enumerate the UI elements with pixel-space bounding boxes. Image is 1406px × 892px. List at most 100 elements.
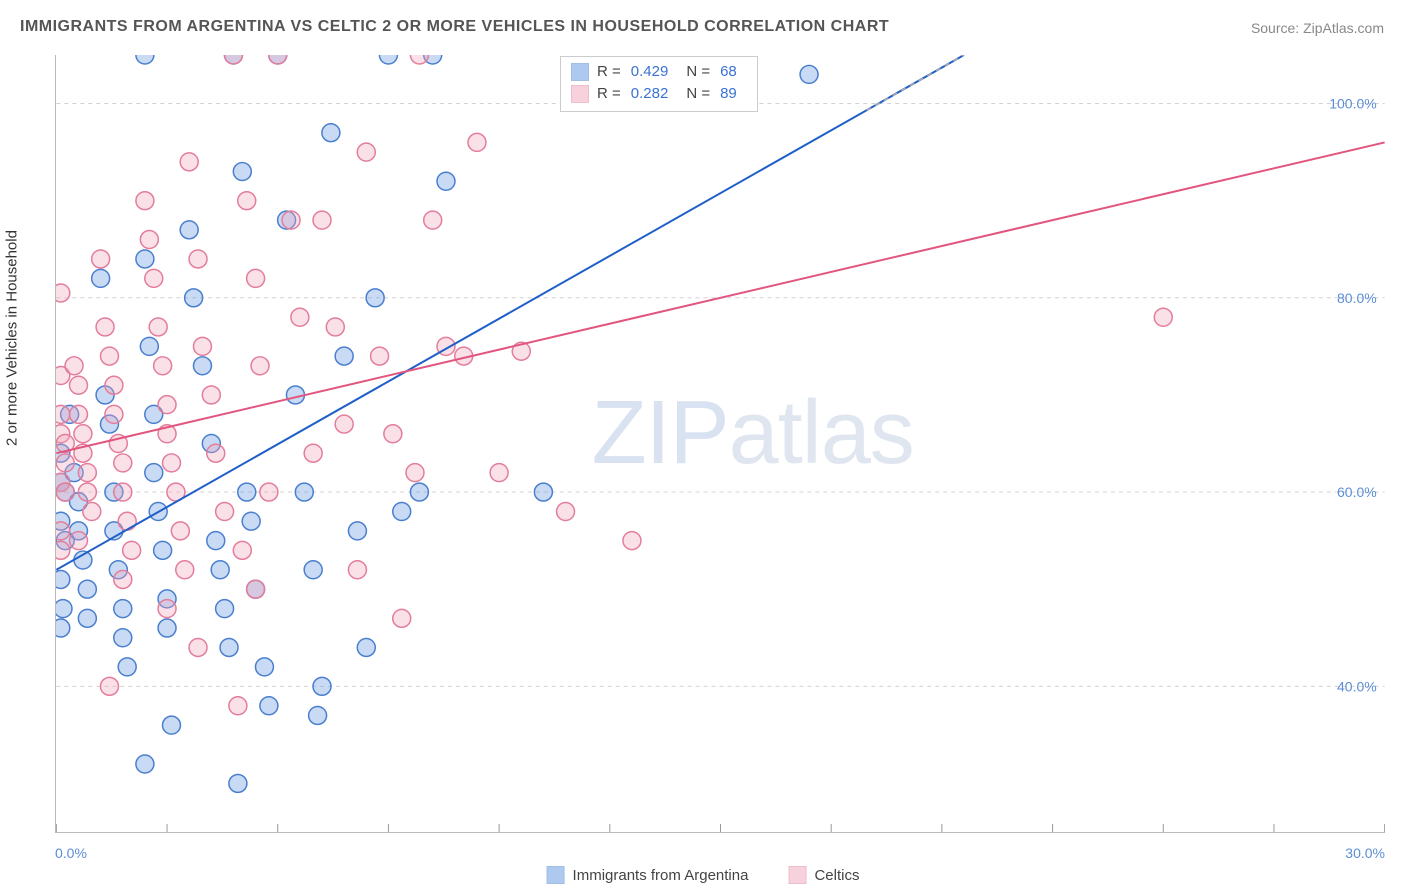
data-point-argentina bbox=[534, 483, 552, 501]
data-point-celtics bbox=[100, 347, 118, 365]
data-point-celtics bbox=[114, 570, 132, 588]
data-point-celtics bbox=[56, 454, 74, 472]
legend-n-value: 68 bbox=[720, 61, 737, 83]
data-point-celtics bbox=[490, 464, 508, 482]
data-point-celtics bbox=[145, 269, 163, 287]
data-point-argentina bbox=[162, 716, 180, 734]
data-point-argentina bbox=[335, 347, 353, 365]
data-point-argentina bbox=[207, 532, 225, 550]
data-point-argentina bbox=[800, 65, 818, 83]
data-point-celtics bbox=[114, 483, 132, 501]
data-point-argentina bbox=[295, 483, 313, 501]
data-point-argentina bbox=[136, 250, 154, 268]
y-tick-label: 100.0% bbox=[1329, 96, 1376, 112]
data-point-argentina bbox=[379, 55, 397, 64]
data-point-argentina bbox=[136, 55, 154, 64]
data-point-celtics bbox=[158, 600, 176, 618]
data-point-argentina bbox=[211, 561, 229, 579]
data-point-argentina bbox=[233, 163, 251, 181]
data-point-celtics bbox=[83, 502, 101, 520]
data-point-celtics bbox=[224, 55, 242, 64]
series-legend-item-argentina: Immigrants from Argentina bbox=[547, 866, 749, 884]
data-point-argentina bbox=[309, 706, 327, 724]
data-point-celtics bbox=[140, 231, 158, 249]
data-point-celtics bbox=[154, 357, 172, 375]
data-point-celtics bbox=[313, 211, 331, 229]
series-label: Immigrants from Argentina bbox=[573, 867, 749, 884]
data-point-celtics bbox=[371, 347, 389, 365]
data-point-celtics bbox=[56, 483, 74, 501]
trend-line-argentina bbox=[56, 55, 964, 570]
data-point-argentina bbox=[238, 483, 256, 501]
data-point-argentina bbox=[114, 629, 132, 647]
data-point-celtics bbox=[557, 502, 575, 520]
data-point-celtics bbox=[357, 143, 375, 161]
data-point-celtics bbox=[180, 153, 198, 171]
data-point-celtics bbox=[238, 192, 256, 210]
data-point-celtics bbox=[70, 376, 88, 394]
legend-r-label: R = bbox=[597, 61, 621, 83]
data-point-celtics bbox=[291, 308, 309, 326]
data-point-celtics bbox=[136, 192, 154, 210]
data-point-argentina bbox=[118, 658, 136, 676]
data-point-celtics bbox=[65, 357, 83, 375]
data-point-celtics bbox=[251, 357, 269, 375]
series-swatch-celtics bbox=[788, 866, 806, 884]
data-point-celtics bbox=[424, 211, 442, 229]
data-point-argentina bbox=[260, 697, 278, 715]
data-point-celtics bbox=[56, 405, 70, 423]
data-point-celtics bbox=[207, 444, 225, 462]
plot-svg: 40.0%60.0%80.0%100.0% bbox=[56, 55, 1385, 832]
data-point-argentina bbox=[114, 600, 132, 618]
x-tick-label: 30.0% bbox=[1345, 845, 1385, 861]
source-attribution: Source: ZipAtlas.com bbox=[1251, 20, 1384, 36]
series-legend: Immigrants from ArgentinaCeltics bbox=[547, 866, 860, 884]
data-point-celtics bbox=[326, 318, 344, 336]
data-point-celtics bbox=[304, 444, 322, 462]
data-point-celtics bbox=[229, 697, 247, 715]
data-point-celtics bbox=[193, 337, 211, 355]
data-point-celtics bbox=[260, 483, 278, 501]
data-point-argentina bbox=[140, 337, 158, 355]
data-point-argentina bbox=[322, 124, 340, 142]
data-point-celtics bbox=[1154, 308, 1172, 326]
data-point-celtics bbox=[162, 454, 180, 472]
data-point-celtics bbox=[247, 580, 265, 598]
data-point-celtics bbox=[105, 405, 123, 423]
y-axis-title: 2 or more Vehicles in Household bbox=[4, 230, 21, 446]
legend-swatch-celtics bbox=[571, 85, 589, 103]
plot-area: ZIPatlas 40.0%60.0%80.0%100.0% bbox=[55, 55, 1385, 833]
data-point-celtics bbox=[105, 376, 123, 394]
data-point-argentina bbox=[242, 512, 260, 530]
data-point-argentina bbox=[348, 522, 366, 540]
data-point-celtics bbox=[623, 532, 641, 550]
data-point-celtics bbox=[189, 638, 207, 656]
data-point-argentina bbox=[220, 638, 238, 656]
data-point-celtics bbox=[410, 55, 428, 64]
data-point-argentina bbox=[304, 561, 322, 579]
legend-n-value: 89 bbox=[720, 83, 737, 105]
data-point-argentina bbox=[56, 570, 70, 588]
data-point-argentina bbox=[154, 541, 172, 559]
data-point-celtics bbox=[118, 512, 136, 530]
data-point-celtics bbox=[56, 284, 70, 302]
data-point-celtics bbox=[123, 541, 141, 559]
legend-n-label: N = bbox=[686, 61, 710, 83]
data-point-celtics bbox=[269, 55, 287, 64]
data-point-celtics bbox=[468, 133, 486, 151]
data-point-argentina bbox=[366, 289, 384, 307]
data-point-celtics bbox=[406, 464, 424, 482]
correlation-legend: R =0.429N =68R =0.282N =89 bbox=[560, 56, 758, 112]
data-point-celtics bbox=[56, 541, 70, 559]
data-point-celtics bbox=[393, 609, 411, 627]
data-point-celtics bbox=[216, 502, 234, 520]
legend-r-value: 0.282 bbox=[631, 83, 669, 105]
data-point-celtics bbox=[158, 396, 176, 414]
data-point-celtics bbox=[100, 677, 118, 695]
data-point-argentina bbox=[216, 600, 234, 618]
x-tick-label: 0.0% bbox=[55, 845, 87, 861]
y-tick-label: 40.0% bbox=[1337, 678, 1377, 694]
data-point-argentina bbox=[185, 289, 203, 307]
data-point-argentina bbox=[357, 638, 375, 656]
data-point-celtics bbox=[176, 561, 194, 579]
